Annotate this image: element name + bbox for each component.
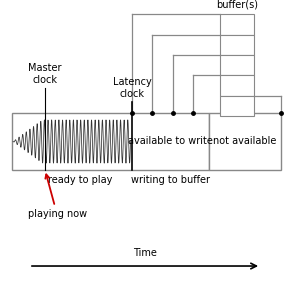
Bar xyxy=(209,113,281,170)
Text: Master
clock: Master clock xyxy=(28,63,62,85)
Text: Latency
clock: Latency clock xyxy=(113,78,151,99)
Text: playing now: playing now xyxy=(28,174,87,219)
Text: ready to play: ready to play xyxy=(48,175,113,185)
Bar xyxy=(220,14,254,35)
Bar xyxy=(12,113,209,170)
Bar xyxy=(220,75,254,96)
Text: Time: Time xyxy=(133,248,157,258)
Text: writing to buffer: writing to buffer xyxy=(131,175,210,185)
Text: not available: not available xyxy=(213,136,277,147)
Text: Input
buffer(s): Input buffer(s) xyxy=(216,0,258,10)
Bar xyxy=(220,55,254,75)
Bar xyxy=(220,35,254,55)
Bar xyxy=(220,96,254,116)
Text: available to write: available to write xyxy=(128,136,213,147)
